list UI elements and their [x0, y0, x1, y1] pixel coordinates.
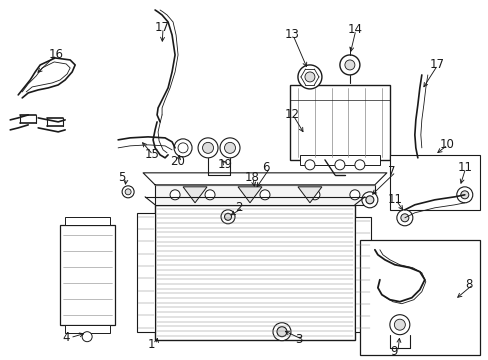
- Polygon shape: [143, 173, 386, 185]
- Circle shape: [389, 315, 409, 335]
- Circle shape: [365, 196, 373, 204]
- Circle shape: [202, 142, 213, 153]
- Circle shape: [170, 190, 180, 200]
- Text: 3: 3: [294, 333, 302, 346]
- Text: 9: 9: [389, 345, 397, 358]
- Circle shape: [344, 60, 354, 70]
- Text: 5: 5: [118, 171, 125, 184]
- Text: 19: 19: [218, 158, 233, 171]
- Text: 16: 16: [48, 49, 63, 62]
- Circle shape: [393, 319, 405, 330]
- Circle shape: [260, 190, 269, 200]
- Circle shape: [122, 186, 134, 198]
- Circle shape: [174, 139, 192, 157]
- Text: 18: 18: [244, 171, 259, 184]
- Circle shape: [460, 191, 468, 199]
- Bar: [354, 217, 370, 332]
- Bar: [289, 85, 389, 160]
- Text: 8: 8: [464, 278, 471, 291]
- Text: 11: 11: [387, 193, 402, 206]
- Text: 20: 20: [170, 156, 184, 168]
- Text: 17: 17: [155, 22, 170, 35]
- Text: 11: 11: [457, 161, 472, 174]
- Text: 13: 13: [285, 28, 299, 41]
- Text: 2: 2: [235, 201, 242, 214]
- Bar: [155, 185, 374, 205]
- Circle shape: [305, 160, 314, 170]
- Circle shape: [178, 143, 188, 153]
- Bar: [389, 155, 479, 210]
- Circle shape: [224, 142, 235, 153]
- Circle shape: [354, 160, 364, 170]
- Text: 1: 1: [148, 338, 155, 351]
- Circle shape: [125, 189, 131, 195]
- Bar: [359, 240, 479, 355]
- Circle shape: [396, 210, 412, 226]
- Text: 7: 7: [387, 165, 395, 178]
- Circle shape: [456, 187, 472, 203]
- Bar: [65, 325, 110, 333]
- Circle shape: [224, 213, 231, 220]
- Circle shape: [276, 327, 286, 337]
- Polygon shape: [238, 187, 262, 203]
- Circle shape: [305, 72, 314, 82]
- Circle shape: [349, 190, 359, 200]
- Polygon shape: [183, 187, 206, 203]
- Bar: [65, 217, 110, 225]
- Circle shape: [297, 65, 321, 89]
- Circle shape: [400, 214, 408, 222]
- Text: 12: 12: [285, 108, 299, 121]
- Text: 14: 14: [347, 23, 362, 36]
- Bar: [60, 225, 115, 325]
- Text: 6: 6: [262, 161, 269, 174]
- Circle shape: [309, 190, 319, 200]
- Circle shape: [82, 332, 92, 342]
- Circle shape: [198, 138, 218, 158]
- Circle shape: [272, 323, 290, 341]
- Text: 10: 10: [439, 138, 454, 151]
- Bar: [137, 213, 155, 332]
- Circle shape: [334, 160, 344, 170]
- Bar: [299, 155, 379, 165]
- Text: 17: 17: [429, 58, 444, 71]
- Circle shape: [361, 192, 377, 208]
- Circle shape: [220, 138, 240, 158]
- Circle shape: [204, 190, 215, 200]
- Bar: [155, 205, 354, 340]
- Text: 4: 4: [62, 331, 69, 344]
- Polygon shape: [297, 187, 321, 203]
- Circle shape: [339, 55, 359, 75]
- Circle shape: [221, 210, 235, 224]
- Text: 15: 15: [145, 148, 160, 161]
